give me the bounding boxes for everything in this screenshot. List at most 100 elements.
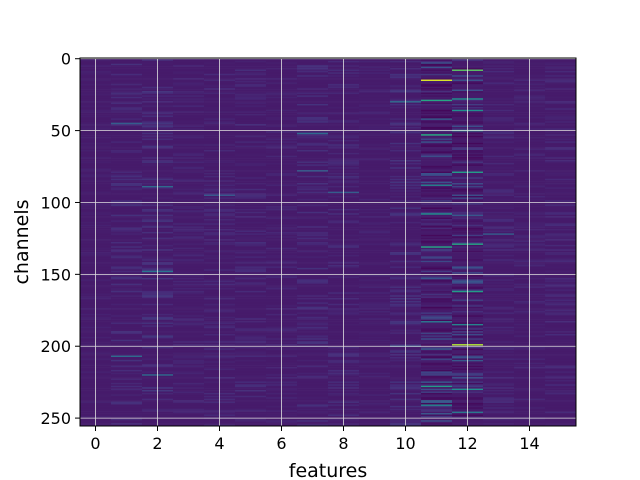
- heatmap-cell: [173, 224, 205, 227]
- heatmap-cell: [545, 259, 577, 261]
- heatmap-cell: [297, 372, 329, 375]
- heatmap-cell: [173, 309, 205, 312]
- heatmap-cell: [359, 296, 391, 299]
- heatmap-cell: [297, 312, 329, 315]
- heatmap-cell: [545, 224, 577, 227]
- heatmap-cell: [297, 279, 329, 282]
- heatmap-cell: [173, 145, 205, 148]
- heatmap-cell: [483, 216, 515, 218]
- heatmap-cell: [173, 177, 205, 180]
- heatmap-cell: [545, 309, 577, 312]
- heatmap-cell: [545, 137, 577, 139]
- heatmap-cell: [111, 286, 143, 289]
- heatmap-cell: [421, 187, 453, 190]
- heatmap-cell: [297, 381, 329, 384]
- heatmap-cell: [173, 334, 205, 336]
- heatmap-cell: [359, 109, 391, 112]
- heatmap-cell: [545, 168, 577, 171]
- heatmap-cell: [545, 382, 577, 385]
- heatmap-cell: [545, 285, 577, 287]
- heatmap-cell: [421, 339, 453, 342]
- heatmap-cell: [359, 79, 391, 82]
- heatmap-cell: [483, 131, 515, 134]
- heatmap-cell: [545, 85, 577, 88]
- heatmap-cell: [359, 137, 391, 139]
- heatmap-cell: [545, 277, 577, 280]
- heatmap-cell: [297, 167, 329, 169]
- heatmap-cell: [111, 285, 143, 287]
- heatmap-cell: [297, 265, 329, 267]
- heatmap-cell: [235, 300, 267, 303]
- heatmap-cell: [111, 392, 143, 395]
- heatmap-cell: [545, 367, 577, 369]
- heatmap-cell: [359, 124, 391, 126]
- heatmap-cell: [173, 76, 205, 79]
- heatmap-cell: [297, 234, 329, 237]
- heatmap-cell: [173, 219, 205, 221]
- heatmap-cell: [483, 311, 515, 313]
- heatmap-cell: [297, 147, 329, 149]
- heatmap-cell: [545, 219, 577, 221]
- heatmap-cell: [297, 198, 329, 201]
- heatmap-cell: [483, 75, 515, 77]
- heatmap-cell: [359, 81, 391, 83]
- heatmap-cell: [483, 91, 515, 93]
- heatmap-cell: [483, 308, 515, 310]
- heatmap-cell: [173, 323, 205, 326]
- heatmap-cell: [297, 371, 329, 374]
- heatmap-cell: [545, 420, 577, 422]
- heatmap-cell: [545, 270, 577, 273]
- heatmap-cell: [173, 132, 205, 135]
- heatmap-cell: [421, 410, 453, 412]
- heatmap-cell: [359, 275, 391, 277]
- heatmap-cell: [235, 398, 267, 401]
- heatmap-cell: [421, 165, 453, 168]
- heatmap-cell: [483, 265, 515, 267]
- heatmap-cell: [421, 377, 453, 379]
- heatmap-cell: [297, 408, 329, 411]
- heatmap-cell: [421, 178, 453, 181]
- heatmap-cell: [545, 338, 577, 341]
- heatmap-cell: [483, 312, 515, 315]
- heatmap-cell: [235, 390, 267, 392]
- heatmap-cell: [359, 299, 391, 302]
- heatmap-cell: [173, 368, 205, 371]
- heatmap-cell: [111, 167, 143, 169]
- heatmap-cell: [359, 66, 391, 69]
- heatmap-cell: [421, 408, 453, 411]
- heatmap-cell: [545, 354, 577, 356]
- heatmap-cell: [545, 381, 577, 384]
- heatmap-cell: [483, 382, 515, 385]
- heatmap-cell: [111, 233, 143, 236]
- heatmap-cell: [297, 154, 329, 157]
- heatmap-cell: [297, 394, 329, 397]
- heatmap-cell: [483, 128, 515, 131]
- heatmap-cell: [111, 365, 143, 368]
- heatmap-cell: [235, 141, 267, 144]
- heatmap-cell: [483, 349, 515, 352]
- heatmap-cell: [111, 70, 143, 73]
- heatmap-cell: [173, 411, 205, 414]
- heatmap-cell: [235, 79, 267, 82]
- heatmap-cell: [111, 260, 143, 263]
- heatmap-cell: [359, 220, 391, 223]
- heatmap-cell: [545, 234, 577, 237]
- heatmap-cell: [359, 279, 391, 282]
- heatmap-cell: [421, 141, 453, 144]
- heatmap-cell: [235, 92, 267, 95]
- heatmap-cell: [483, 118, 515, 121]
- heatmap-cell: [173, 335, 205, 338]
- heatmap-cell: [297, 257, 329, 260]
- heatmap-cell: [173, 167, 205, 169]
- heatmap-cell: [483, 79, 515, 82]
- heatmap-cell: [421, 198, 453, 201]
- heatmap-cell: [111, 177, 143, 180]
- heatmap-cell: [297, 413, 329, 415]
- heatmap-cell: [421, 405, 453, 408]
- heatmap-cell: [297, 270, 329, 273]
- heatmap-cell: [421, 279, 453, 282]
- heatmap-cell: [297, 295, 329, 297]
- heatmap-cell: [111, 85, 143, 88]
- heatmap-cell: [483, 290, 515, 293]
- heatmap-cell: [111, 388, 143, 391]
